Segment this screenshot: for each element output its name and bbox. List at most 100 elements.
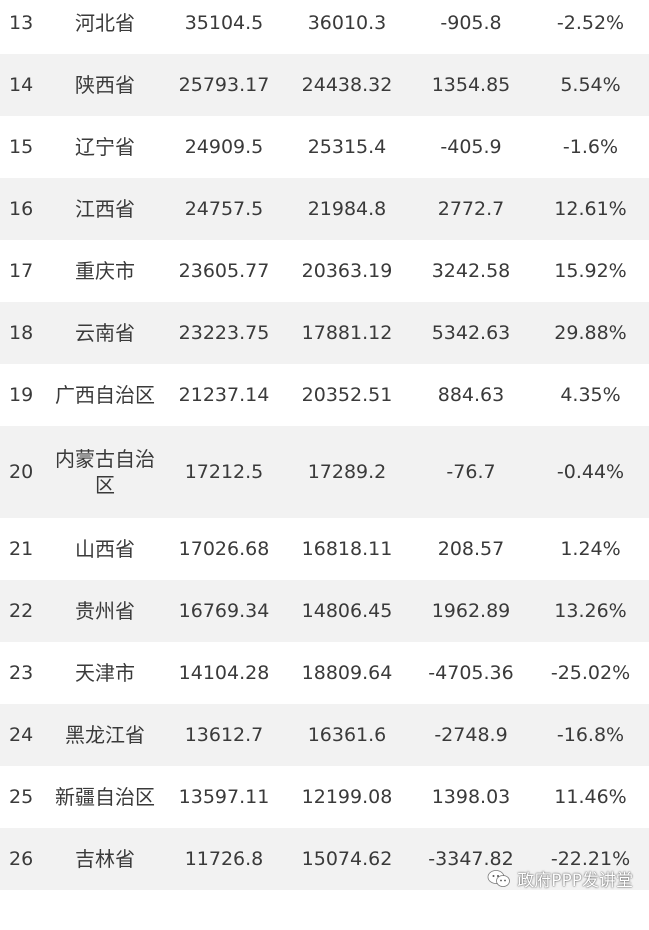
pct-cell: 12.61% bbox=[554, 198, 627, 220]
pct-cell: 15.92% bbox=[554, 260, 627, 282]
diff-cell: 2772.7 bbox=[437, 198, 505, 220]
table-row: 13 河北省 35104.5 36010.3 -905.8 -2.52% bbox=[0, 0, 649, 54]
diff-cell: 208.57 bbox=[437, 538, 505, 560]
rank-cell: 15 bbox=[9, 136, 34, 158]
pct-cell: -22.21% bbox=[550, 848, 631, 870]
table-row: 20 内蒙古自治区 17212.5 17289.2 -76.7 -0.44% bbox=[0, 426, 649, 518]
value-a-cell: 16769.34 bbox=[178, 600, 270, 622]
pct-cell: -16.8% bbox=[556, 724, 625, 746]
table-row: 18 云南省 23223.75 17881.12 5342.63 29.88% bbox=[0, 302, 649, 364]
value-b-cell: 20363.19 bbox=[301, 260, 393, 282]
province-cell: 天津市 bbox=[75, 661, 135, 685]
diff-cell: -905.8 bbox=[440, 12, 502, 34]
diff-cell: -3347.82 bbox=[428, 848, 514, 870]
province-cell: 河北省 bbox=[75, 11, 135, 35]
province-cell: 吉林省 bbox=[75, 847, 135, 871]
province-cell: 陕西省 bbox=[75, 73, 135, 97]
diff-cell: 1398.03 bbox=[431, 786, 511, 808]
table-row: 14 陕西省 25793.17 24438.32 1354.85 5.54% bbox=[0, 54, 649, 116]
pct-cell: 4.35% bbox=[560, 384, 621, 406]
province-cell: 辽宁省 bbox=[75, 135, 135, 159]
value-b-cell: 14806.45 bbox=[301, 600, 393, 622]
diff-cell: -4705.36 bbox=[428, 662, 514, 684]
watermark-text: 政府PPP发讲堂 bbox=[517, 871, 633, 891]
province-cell: 贵州省 bbox=[75, 599, 135, 623]
value-a-cell: 13612.7 bbox=[184, 724, 264, 746]
province-cell: 新疆自治区 bbox=[55, 785, 155, 809]
rank-cell: 21 bbox=[9, 538, 34, 560]
table-row: 15 辽宁省 24909.5 25315.4 -405.9 -1.6% bbox=[0, 116, 649, 178]
pct-cell: -1.6% bbox=[562, 136, 619, 158]
rank-cell: 22 bbox=[9, 600, 34, 622]
pct-cell: -0.44% bbox=[556, 461, 625, 483]
province-cell: 山西省 bbox=[75, 537, 135, 561]
rank-cell: 16 bbox=[9, 198, 34, 220]
value-b-cell: 21984.8 bbox=[307, 198, 387, 220]
table-row: 22 贵州省 16769.34 14806.45 1962.89 13.26% bbox=[0, 580, 649, 642]
value-a-cell: 23605.77 bbox=[178, 260, 270, 282]
wechat-icon bbox=[487, 869, 511, 889]
province-cell: 云南省 bbox=[75, 321, 135, 345]
diff-cell: 1962.89 bbox=[431, 600, 511, 622]
rank-cell: 18 bbox=[9, 322, 34, 344]
pct-cell: 11.46% bbox=[554, 786, 627, 808]
province-cell: 内蒙古自治区 bbox=[55, 447, 155, 497]
pct-cell: -2.52% bbox=[556, 12, 625, 34]
pct-cell: 5.54% bbox=[560, 74, 621, 96]
province-cell: 黑龙江省 bbox=[65, 723, 145, 747]
rank-cell: 25 bbox=[9, 786, 34, 808]
table-row: 23 天津市 14104.28 18809.64 -4705.36 -25.02… bbox=[0, 642, 649, 704]
rank-cell: 13 bbox=[9, 12, 34, 34]
table-row: 17 重庆市 23605.77 20363.19 3242.58 15.92% bbox=[0, 240, 649, 302]
table-row: 26 吉林省 11726.8 15074.62 -3347.82 -22.21% bbox=[0, 828, 649, 890]
value-b-cell: 17881.12 bbox=[301, 322, 393, 344]
rank-cell: 20 bbox=[9, 461, 34, 483]
value-b-cell: 15074.62 bbox=[301, 848, 393, 870]
rank-cell: 26 bbox=[9, 848, 34, 870]
table-row: 16 江西省 24757.5 21984.8 2772.7 12.61% bbox=[0, 178, 649, 240]
diff-cell: -76.7 bbox=[446, 461, 496, 483]
diff-cell: 1354.85 bbox=[431, 74, 511, 96]
rank-cell: 17 bbox=[9, 260, 34, 282]
diff-cell: -2748.9 bbox=[434, 724, 508, 746]
table-row: 21 山西省 17026.68 16818.11 208.57 1.24% bbox=[0, 518, 649, 580]
value-a-cell: 17212.5 bbox=[184, 461, 264, 483]
rank-cell: 24 bbox=[9, 724, 34, 746]
pct-cell: -25.02% bbox=[550, 662, 631, 684]
diff-cell: 884.63 bbox=[437, 384, 505, 406]
value-a-cell: 24909.5 bbox=[184, 136, 264, 158]
value-b-cell: 16818.11 bbox=[301, 538, 393, 560]
value-b-cell: 36010.3 bbox=[307, 12, 387, 34]
province-cell: 广西自治区 bbox=[55, 383, 155, 407]
rank-cell: 14 bbox=[9, 74, 34, 96]
table-row-partial bbox=[0, 890, 649, 930]
diff-cell: -405.9 bbox=[440, 136, 502, 158]
table-row: 24 黑龙江省 13612.7 16361.6 -2748.9 -16.8% bbox=[0, 704, 649, 766]
value-b-cell: 24438.32 bbox=[301, 74, 393, 96]
value-a-cell: 14104.28 bbox=[178, 662, 270, 684]
value-b-cell: 25315.4 bbox=[307, 136, 387, 158]
value-a-cell: 24757.5 bbox=[184, 198, 264, 220]
value-a-cell: 23223.75 bbox=[178, 322, 270, 344]
value-a-cell: 13597.11 bbox=[178, 786, 270, 808]
table-row: 25 新疆自治区 13597.11 12199.08 1398.03 11.46… bbox=[0, 766, 649, 828]
table-row: 19 广西自治区 21237.14 20352.51 884.63 4.35% bbox=[0, 364, 649, 426]
value-b-cell: 12199.08 bbox=[301, 786, 393, 808]
value-b-cell: 20352.51 bbox=[301, 384, 393, 406]
value-a-cell: 11726.8 bbox=[184, 848, 264, 870]
diff-cell: 5342.63 bbox=[431, 322, 511, 344]
rank-cell: 23 bbox=[9, 662, 34, 684]
diff-cell: 3242.58 bbox=[431, 260, 511, 282]
value-b-cell: 18809.64 bbox=[301, 662, 393, 684]
value-a-cell: 25793.17 bbox=[178, 74, 270, 96]
value-b-cell: 16361.6 bbox=[307, 724, 387, 746]
rank-cell: 19 bbox=[9, 384, 34, 406]
province-cell: 重庆市 bbox=[75, 259, 135, 283]
pct-cell: 13.26% bbox=[554, 600, 627, 622]
value-a-cell: 35104.5 bbox=[184, 12, 264, 34]
pct-cell: 1.24% bbox=[560, 538, 621, 560]
value-a-cell: 17026.68 bbox=[178, 538, 270, 560]
pct-cell: 29.88% bbox=[554, 322, 627, 344]
watermark: 政府PPP发讲堂 bbox=[487, 866, 633, 891]
